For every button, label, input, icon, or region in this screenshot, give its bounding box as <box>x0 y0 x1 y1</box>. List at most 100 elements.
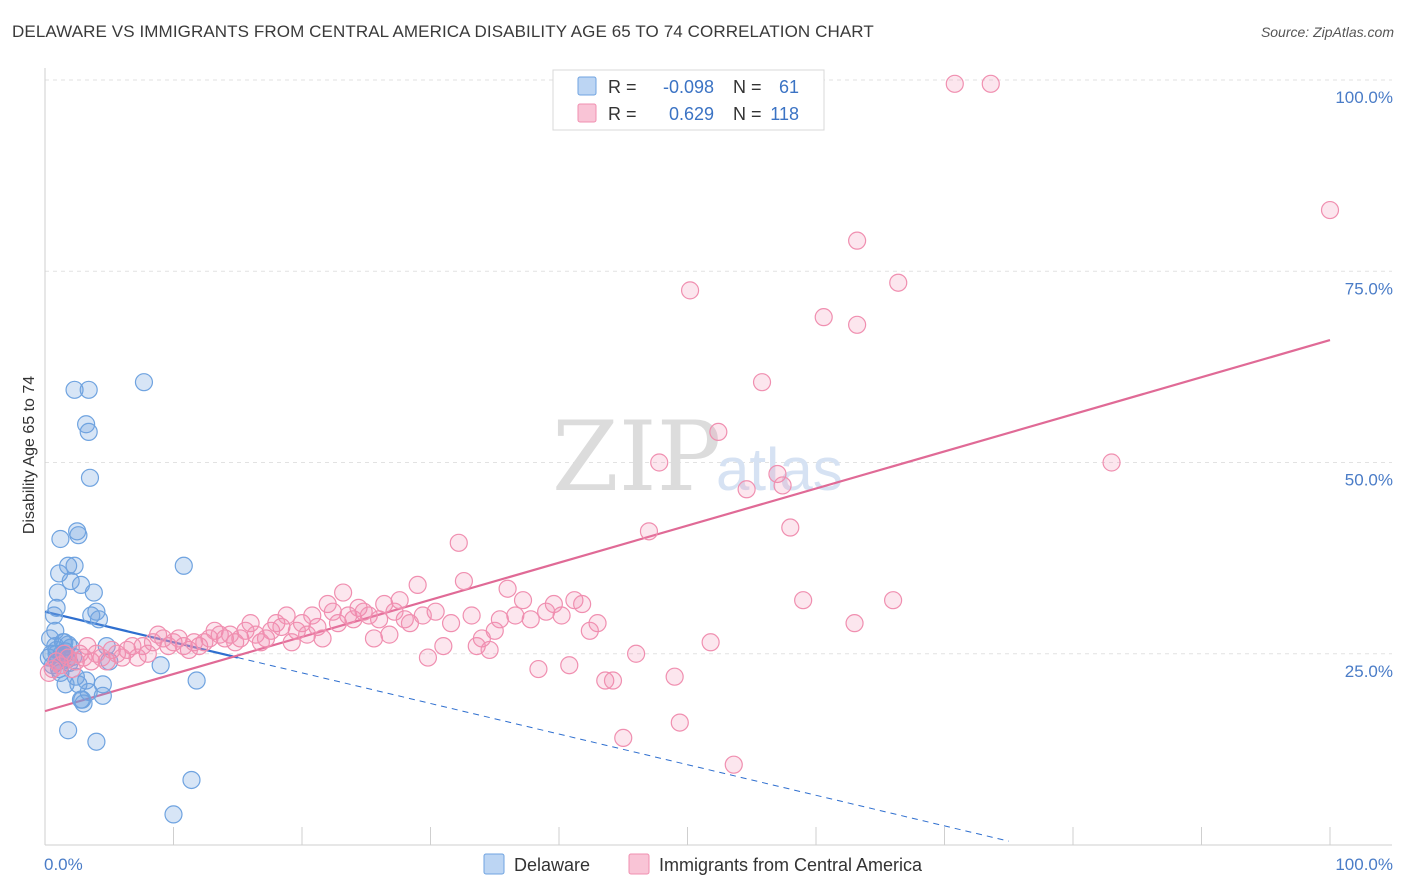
delaware-point-46 <box>79 380 98 399</box>
y-tick-label-1: 50.0% <box>1345 471 1393 490</box>
watermark-atlas: atlas <box>716 436 843 503</box>
delaware-point-26 <box>89 610 109 629</box>
immigrants-point-122 <box>845 614 864 633</box>
immigrants-point-55 <box>308 617 327 637</box>
source-credit: Source: ZipAtlas.com <box>1260 24 1394 40</box>
legend-r-value-immigrants: 0.629 <box>669 104 714 124</box>
delaware-point-38 <box>65 556 84 575</box>
immigrants-point-52 <box>292 614 312 633</box>
delaware-point-44 <box>80 468 100 487</box>
delaware-point-36 <box>59 556 78 575</box>
immigrants-point-126 <box>981 74 1000 93</box>
delaware-point-41 <box>71 575 91 595</box>
delaware-point-51 <box>174 556 193 575</box>
legend-r-label-delaware: R = <box>608 77 637 97</box>
y-tick-labels: 25.0% 50.0% 75.0% 100.0% <box>1335 88 1393 681</box>
delaware-point-55 <box>56 675 75 694</box>
delaware-point-50 <box>151 656 170 675</box>
delaware-point-45 <box>65 380 84 399</box>
immigrants-point-113 <box>737 480 756 499</box>
x-tick-label-1: 100.0% <box>1335 855 1393 874</box>
legend-n-label-immigrants: N = <box>733 104 762 124</box>
watermark: ZIP atlas <box>552 401 843 513</box>
immigrants-point-68 <box>375 594 394 614</box>
immigrants-point-103 <box>614 728 633 748</box>
immigrants-point-77 <box>426 602 445 621</box>
bottom-legend-swatch-delaware <box>483 853 505 875</box>
delaware-point-53 <box>182 770 201 790</box>
immigrants-point-128 <box>1320 200 1340 220</box>
immigrants-point-99 <box>580 621 599 640</box>
delaware-point-40 <box>69 526 88 545</box>
delaware-point-47 <box>134 373 154 392</box>
x-tick-labels: 0.0% 100.0% <box>44 855 1393 874</box>
immigrants-point-109 <box>680 281 700 300</box>
legend-swatch-immigrants <box>577 103 597 123</box>
immigrants-point-3 <box>51 656 70 675</box>
immigrants-point-124 <box>889 273 908 292</box>
immigrants-point-42 <box>241 614 260 633</box>
immigrants-point-50 <box>282 633 301 652</box>
immigrants-point-95 <box>552 606 571 625</box>
immigrants-point-53 <box>298 625 317 644</box>
delaware-point-33 <box>48 583 67 602</box>
immigrants-point-105 <box>639 522 659 541</box>
axes <box>44 68 1392 846</box>
y-tick-label-3: 100.0% <box>1335 88 1393 107</box>
legend-r-value-delaware: -0.098 <box>663 77 714 97</box>
immigrants-point-85 <box>480 640 499 660</box>
legend-swatch-delaware <box>577 76 597 96</box>
immigrants-point-118 <box>794 591 813 610</box>
immigrants-point-121 <box>848 315 867 334</box>
immigrants-point-100 <box>588 614 607 633</box>
immigrants-point-88 <box>498 579 517 598</box>
immigrants-point-76 <box>418 648 438 667</box>
immigrants-point-81 <box>454 571 474 591</box>
x-tick-label-0: 0.0% <box>44 855 83 874</box>
delaware-point-48 <box>59 721 78 740</box>
immigrants-point-91 <box>521 610 540 629</box>
legend-n-value-delaware: 61 <box>779 77 799 97</box>
immigrants-point-58 <box>323 602 342 621</box>
immigrants-point-59 <box>328 614 348 633</box>
immigrants-point-125 <box>945 74 964 93</box>
immigrants-point-114 <box>752 373 772 392</box>
chart-title: DELAWARE VS IMMIGRANTS FROM CENTRAL AMER… <box>12 22 874 41</box>
immigrants-point-20 <box>128 648 147 667</box>
immigrants-point-116 <box>773 476 792 495</box>
immigrants-point-69 <box>380 625 399 644</box>
legend-n-label-delaware: N = <box>733 77 762 97</box>
immigrants-point-127 <box>1102 453 1121 472</box>
immigrants-point-89 <box>506 606 525 625</box>
trend-lines <box>44 339 1331 842</box>
immigrants-point-67 <box>370 610 389 629</box>
trend-line-delaware-extended <box>237 657 1009 842</box>
y-tick-label-2: 75.0% <box>1345 279 1393 298</box>
immigrants-point-48 <box>272 617 291 637</box>
immigrants-point-66 <box>364 629 384 648</box>
immigrants-point-56 <box>313 629 332 648</box>
immigrants-point-60 <box>334 583 353 602</box>
immigrants-point-80 <box>449 533 468 552</box>
series-immigrants-points <box>39 74 1340 774</box>
immigrants-point-92 <box>529 659 548 679</box>
immigrants-point-104 <box>626 644 646 663</box>
correlation-legend: R = -0.098 N = 61 R = 0.629 N = 118 <box>552 69 825 131</box>
immigrants-point-74 <box>408 575 427 595</box>
immigrants-point-65 <box>359 606 378 625</box>
delaware-point-57 <box>41 629 60 648</box>
immigrants-point-22 <box>138 644 157 663</box>
series-legend: Delaware Immigrants from Central America <box>483 853 923 875</box>
delaware-point-35 <box>51 529 70 549</box>
immigrants-point-101 <box>596 671 615 690</box>
immigrants-point-71 <box>390 591 409 610</box>
y-tick-label-0: 25.0% <box>1345 662 1393 681</box>
series-delaware-points <box>39 373 206 824</box>
delaware-point-49 <box>87 732 106 751</box>
immigrants-point-78 <box>434 636 453 656</box>
legend-n-value-immigrants: 118 <box>770 104 799 124</box>
immigrants-point-79 <box>441 614 461 633</box>
immigrants-point-19 <box>123 636 142 656</box>
y-axis-label: Disability Age 65 to 74 <box>21 376 38 534</box>
bottom-legend-label-immigrants: Immigrants from Central America <box>659 855 923 875</box>
